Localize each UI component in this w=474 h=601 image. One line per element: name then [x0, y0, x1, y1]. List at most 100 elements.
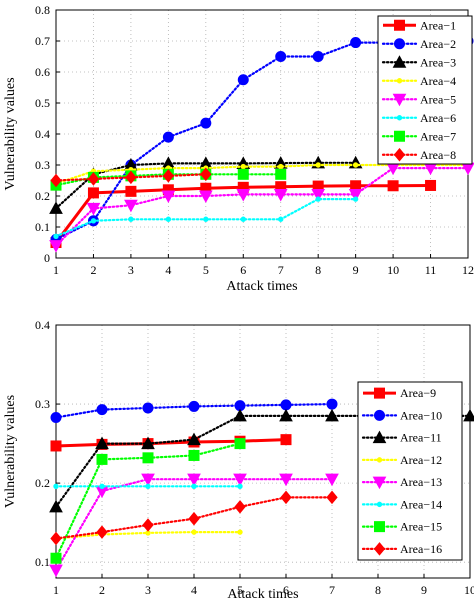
- data-point: [188, 400, 200, 412]
- data-point: [191, 483, 197, 489]
- legend-marker: [376, 501, 383, 508]
- legend: Area−9 Area−10 Area−11 Area−12 Area−13 Area−1…: [357, 381, 463, 561]
- x-tick-label: 8: [315, 263, 321, 277]
- data-point: [325, 473, 339, 487]
- data-point: [233, 408, 247, 422]
- y-tick-label: 0.6: [35, 65, 50, 79]
- data-point: [352, 196, 359, 202]
- data-point: [49, 240, 63, 253]
- series-line-4: [54, 163, 470, 185]
- data-point: [387, 180, 399, 192]
- data-point: [49, 201, 63, 214]
- data-point: [279, 408, 293, 422]
- legend-marker: [394, 38, 405, 50]
- x-tick-label: 9: [353, 263, 359, 277]
- legend-marker: [372, 476, 387, 490]
- legend-marker: [392, 55, 407, 68]
- data-point: [99, 483, 105, 489]
- legend-label: Area−4: [420, 74, 456, 88]
- x-tick-label: 2: [99, 583, 105, 597]
- x-tick-label: 3: [145, 583, 151, 597]
- data-point: [280, 434, 292, 446]
- x-tick-label: 1: [53, 583, 59, 597]
- data-point: [141, 473, 155, 487]
- legend-marker: [374, 387, 385, 399]
- data-point: [198, 190, 213, 204]
- data-point: [145, 483, 151, 489]
- data-point: [279, 473, 293, 487]
- data-point: [275, 51, 287, 62]
- data-point: [352, 162, 359, 168]
- x-tick-label: 10: [464, 583, 474, 597]
- data-point: [200, 167, 212, 182]
- data-point: [125, 185, 137, 197]
- x-tick-label: 12: [462, 263, 474, 277]
- y-tick-label: 0.3: [35, 158, 50, 172]
- data-point: [87, 187, 99, 199]
- y-tick-label: 0.3: [35, 397, 50, 411]
- legend-marker: [394, 19, 405, 31]
- data-point: [203, 216, 209, 222]
- data-point: [237, 483, 243, 489]
- x-tick-label: 4: [191, 583, 197, 597]
- legend-box: [377, 15, 473, 165]
- data-point: [50, 440, 62, 452]
- data-point: [278, 163, 284, 170]
- data-point: [237, 74, 249, 86]
- data-point: [326, 490, 338, 505]
- data-point: [86, 202, 101, 216]
- series-line-5: [54, 167, 470, 247]
- y-tick-label: 0.7: [35, 34, 50, 48]
- data-point: [50, 552, 62, 564]
- data-point: [96, 453, 108, 465]
- data-point: [50, 173, 62, 188]
- data-point: [50, 412, 62, 424]
- x-tick-label: 8: [375, 583, 381, 597]
- data-point: [240, 216, 246, 222]
- legend-marker: [394, 130, 405, 142]
- y-axis-label: Vulnerability values: [3, 77, 18, 190]
- data-point: [280, 399, 292, 411]
- legend-marker: [393, 147, 406, 162]
- data-point: [236, 188, 251, 202]
- data-point: [326, 398, 338, 410]
- y-tick-label: 0: [44, 251, 50, 265]
- y-tick-label: 0.5: [35, 96, 50, 110]
- y-tick-label: 0.8: [35, 3, 50, 17]
- data-point: [53, 483, 59, 489]
- legend-label: Area−5: [420, 92, 456, 106]
- legend-label: Area−13: [400, 475, 442, 489]
- data-point: [161, 190, 176, 204]
- data-point: [237, 168, 249, 180]
- data-point: [315, 196, 321, 202]
- x-tick-label: 5: [237, 583, 243, 597]
- data-point: [49, 564, 63, 578]
- legend-label: Area−1: [420, 18, 456, 32]
- legend-label: Area−10: [400, 408, 442, 422]
- data-point: [275, 168, 287, 180]
- legend-marker: [373, 542, 386, 556]
- x-tick-label: 2: [90, 263, 96, 277]
- data-point: [53, 233, 59, 240]
- x-tick-label: 7: [278, 263, 284, 277]
- data-point: [234, 500, 246, 514]
- data-point: [315, 162, 321, 168]
- data-point: [187, 432, 201, 446]
- x-tick-label: 10: [387, 263, 399, 277]
- y-tick-label: 0.1: [35, 220, 50, 234]
- data-point: [128, 216, 134, 222]
- series-group: [49, 398, 474, 578]
- data-point: [87, 172, 100, 186]
- x-tick-label: 7: [329, 583, 335, 597]
- chart-2: 1 2 3 4 5 6 7 8 9 10 0.1 0.2 0.3 0.4 Attack times Vulne…: [3, 318, 474, 601]
- data-point: [273, 188, 288, 202]
- data-point: [142, 518, 154, 532]
- data-point: [162, 131, 174, 143]
- data-point: [240, 163, 246, 170]
- legend-label: Area−7: [420, 129, 456, 143]
- legend-marker: [396, 78, 403, 84]
- data-point: [162, 169, 175, 183]
- chart-1: 1 2 3 4 5 6 7 8 9 10 11 1200.10.20.30.40.50.60.70.8…: [3, 3, 474, 294]
- data-point: [142, 402, 154, 414]
